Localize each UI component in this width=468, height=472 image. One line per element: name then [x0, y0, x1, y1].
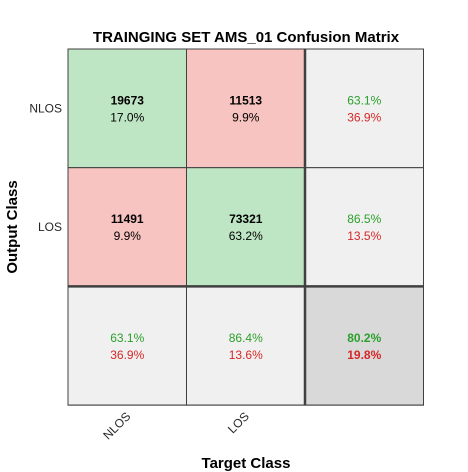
col-summary-cell-0 [67, 285, 187, 406]
matrix-cell-r1-c0 [67, 167, 187, 287]
cell-count-r0-c1: 11513 [229, 93, 262, 107]
y-tick-labels: NLOS LOS [29, 101, 62, 234]
confusion-matrix-grid: 19673 17.0% 11513 9.9% 11491 9.9% 73321 63.2% 63… [67, 48, 424, 406]
x-tick-label-los: LOS [225, 409, 252, 436]
row-summary-cell-0 [304, 48, 424, 169]
col-summary-good-1: 86.4% [229, 331, 263, 345]
x-tick-label-nlos: NLOS [100, 409, 133, 442]
row-summary-bad-0: 36.9% [347, 110, 381, 124]
y-tick-label-los: LOS [38, 220, 62, 234]
matrix-frame [67, 48, 424, 406]
cell-percent-r1-c1: 63.2% [229, 229, 263, 243]
col-summary-cell-1 [186, 285, 306, 406]
row-summary-good-0: 63.1% [347, 93, 381, 107]
y-axis-label: Output Class [4, 180, 21, 273]
cell-count-r0-c0: 19673 [111, 93, 145, 107]
cell-count-r1-c0: 11491 [111, 212, 144, 226]
col-summary-good-0: 63.1% [110, 331, 144, 345]
row-summary-good-1: 86.5% [347, 212, 381, 226]
cell-percent-r0-c0: 17.0% [110, 110, 144, 124]
matrix-cell-r0-c1 [186, 48, 306, 169]
y-tick-label-nlos: NLOS [29, 101, 62, 115]
x-tick-labels: NLOS LOS [100, 409, 252, 442]
matrix-cell-r0-c0 [67, 48, 187, 169]
cell-percent-r0-c1: 9.9% [232, 110, 260, 124]
row-summary-bad-1: 13.5% [347, 229, 381, 243]
overall-accuracy-cell [304, 285, 424, 406]
chart-title: TRAINGING SET AMS_01 Confusion Matrix [93, 29, 400, 46]
cell-count-r1-c1: 73321 [229, 212, 263, 226]
col-summary-bad-1: 13.6% [229, 348, 263, 362]
matrix-cell-r1-c1 [186, 167, 306, 287]
cell-percent-r1-c0: 9.9% [114, 229, 142, 243]
overall-accuracy-bad: 19.8% [347, 348, 381, 362]
col-summary-bad-0: 36.9% [110, 348, 144, 362]
row-summary-cell-1 [304, 167, 424, 287]
overall-accuracy-good: 80.2% [347, 331, 381, 345]
x-axis-label: Target Class [202, 455, 291, 472]
